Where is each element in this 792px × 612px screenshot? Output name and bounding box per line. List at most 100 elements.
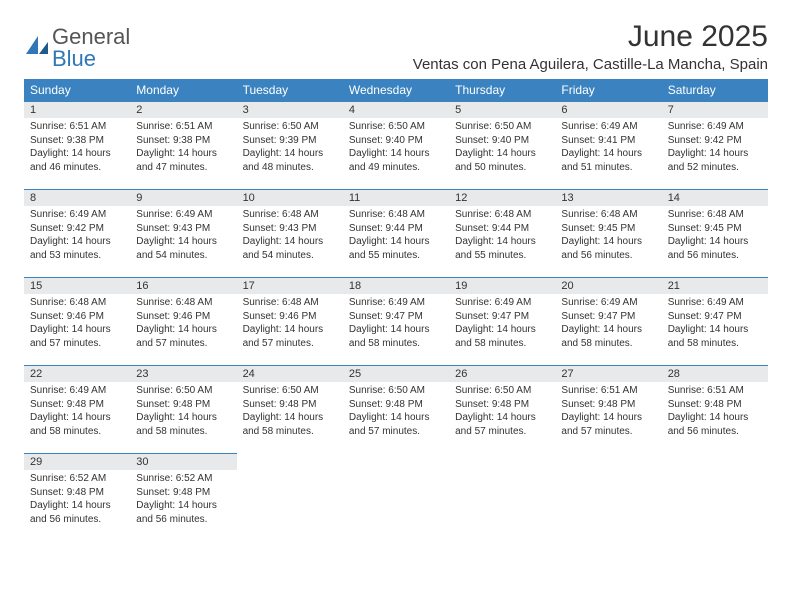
- day-line-d2: and 58 minutes.: [30, 425, 124, 439]
- calendar-day-cell: 8Sunrise: 6:49 AMSunset: 9:42 PMDaylight…: [24, 190, 130, 278]
- day-line-ss: Sunset: 9:48 PM: [30, 486, 124, 500]
- day-details: Sunrise: 6:48 AMSunset: 9:44 PMDaylight:…: [449, 206, 555, 266]
- day-line-d1: Daylight: 14 hours: [136, 499, 230, 513]
- day-line-d1: Daylight: 14 hours: [455, 323, 549, 337]
- calendar-day-cell: 22Sunrise: 6:49 AMSunset: 9:48 PMDayligh…: [24, 366, 130, 454]
- day-number: 25: [343, 366, 449, 382]
- day-line-d1: Daylight: 14 hours: [455, 411, 549, 425]
- day-details: Sunrise: 6:49 AMSunset: 9:47 PMDaylight:…: [555, 294, 661, 354]
- day-line-ss: Sunset: 9:38 PM: [136, 134, 230, 148]
- day-line-sr: Sunrise: 6:51 AM: [30, 120, 124, 134]
- day-line-ss: Sunset: 9:42 PM: [30, 222, 124, 236]
- day-line-d1: Daylight: 14 hours: [243, 323, 337, 337]
- day-line-ss: Sunset: 9:48 PM: [136, 486, 230, 500]
- day-line-d1: Daylight: 14 hours: [30, 323, 124, 337]
- day-line-d1: Daylight: 14 hours: [455, 147, 549, 161]
- day-line-sr: Sunrise: 6:50 AM: [243, 120, 337, 134]
- day-details: Sunrise: 6:52 AMSunset: 9:48 PMDaylight:…: [130, 470, 236, 530]
- calendar-day-cell: 7Sunrise: 6:49 AMSunset: 9:42 PMDaylight…: [662, 102, 768, 190]
- calendar-day-cell: 20Sunrise: 6:49 AMSunset: 9:47 PMDayligh…: [555, 278, 661, 366]
- day-details: Sunrise: 6:50 AMSunset: 9:40 PMDaylight:…: [449, 118, 555, 178]
- day-line-d2: and 58 minutes.: [243, 425, 337, 439]
- day-line-sr: Sunrise: 6:49 AM: [561, 120, 655, 134]
- calendar-day-cell: 4Sunrise: 6:50 AMSunset: 9:40 PMDaylight…: [343, 102, 449, 190]
- day-line-d1: Daylight: 14 hours: [243, 411, 337, 425]
- day-line-sr: Sunrise: 6:49 AM: [349, 296, 443, 310]
- day-details: Sunrise: 6:49 AMSunset: 9:47 PMDaylight:…: [662, 294, 768, 354]
- day-line-sr: Sunrise: 6:48 AM: [455, 208, 549, 222]
- day-line-sr: Sunrise: 6:52 AM: [30, 472, 124, 486]
- day-number: 15: [24, 278, 130, 294]
- day-number: 20: [555, 278, 661, 294]
- day-details: Sunrise: 6:48 AMSunset: 9:46 PMDaylight:…: [237, 294, 343, 354]
- day-line-sr: Sunrise: 6:48 AM: [561, 208, 655, 222]
- day-line-ss: Sunset: 9:48 PM: [561, 398, 655, 412]
- day-line-sr: Sunrise: 6:50 AM: [136, 384, 230, 398]
- day-line-ss: Sunset: 9:39 PM: [243, 134, 337, 148]
- day-details: Sunrise: 6:50 AMSunset: 9:39 PMDaylight:…: [237, 118, 343, 178]
- day-line-d2: and 57 minutes.: [30, 337, 124, 351]
- day-details: Sunrise: 6:49 AMSunset: 9:47 PMDaylight:…: [343, 294, 449, 354]
- calendar-body: 1Sunrise: 6:51 AMSunset: 9:38 PMDaylight…: [24, 102, 768, 542]
- day-number: 29: [24, 454, 130, 470]
- day-line-ss: Sunset: 9:40 PM: [349, 134, 443, 148]
- calendar-day-cell: 10Sunrise: 6:48 AMSunset: 9:43 PMDayligh…: [237, 190, 343, 278]
- calendar-day-cell: 26Sunrise: 6:50 AMSunset: 9:48 PMDayligh…: [449, 366, 555, 454]
- day-details: Sunrise: 6:50 AMSunset: 9:48 PMDaylight:…: [449, 382, 555, 442]
- day-line-sr: Sunrise: 6:50 AM: [349, 384, 443, 398]
- day-line-ss: Sunset: 9:45 PM: [668, 222, 762, 236]
- day-line-d1: Daylight: 14 hours: [668, 323, 762, 337]
- day-line-d1: Daylight: 14 hours: [455, 235, 549, 249]
- day-line-d2: and 57 minutes.: [243, 337, 337, 351]
- day-number: 3: [237, 102, 343, 118]
- day-line-d2: and 48 minutes.: [243, 161, 337, 175]
- day-line-d2: and 58 minutes.: [561, 337, 655, 351]
- day-details: Sunrise: 6:49 AMSunset: 9:43 PMDaylight:…: [130, 206, 236, 266]
- logo-sail-icon: [24, 34, 50, 63]
- calendar-day-cell: 21Sunrise: 6:49 AMSunset: 9:47 PMDayligh…: [662, 278, 768, 366]
- title-block: June 2025 Ventas con Pena Aguilera, Cast…: [413, 20, 768, 73]
- day-line-d2: and 58 minutes.: [455, 337, 549, 351]
- day-number: 26: [449, 366, 555, 382]
- weekday-header: Sunday: [24, 79, 130, 102]
- day-line-sr: Sunrise: 6:49 AM: [30, 384, 124, 398]
- day-line-d1: Daylight: 14 hours: [30, 499, 124, 513]
- month-title: June 2025: [413, 20, 768, 54]
- calendar-day-cell: 11Sunrise: 6:48 AMSunset: 9:44 PMDayligh…: [343, 190, 449, 278]
- day-line-sr: Sunrise: 6:50 AM: [349, 120, 443, 134]
- calendar-day-cell: 2Sunrise: 6:51 AMSunset: 9:38 PMDaylight…: [130, 102, 236, 190]
- weekday-header: Tuesday: [237, 79, 343, 102]
- calendar-empty-cell: [662, 454, 768, 542]
- day-line-d2: and 46 minutes.: [30, 161, 124, 175]
- day-line-d2: and 58 minutes.: [136, 425, 230, 439]
- day-details: Sunrise: 6:48 AMSunset: 9:44 PMDaylight:…: [343, 206, 449, 266]
- day-line-ss: Sunset: 9:47 PM: [349, 310, 443, 324]
- calendar-day-cell: 25Sunrise: 6:50 AMSunset: 9:48 PMDayligh…: [343, 366, 449, 454]
- weekday-header: Wednesday: [343, 79, 449, 102]
- day-line-d2: and 56 minutes.: [561, 249, 655, 263]
- calendar-table: SundayMondayTuesdayWednesdayThursdayFrid…: [24, 79, 768, 542]
- day-line-sr: Sunrise: 6:50 AM: [455, 384, 549, 398]
- day-line-ss: Sunset: 9:40 PM: [455, 134, 549, 148]
- day-line-ss: Sunset: 9:38 PM: [30, 134, 124, 148]
- day-line-sr: Sunrise: 6:50 AM: [243, 384, 337, 398]
- day-line-d2: and 54 minutes.: [136, 249, 230, 263]
- calendar-day-cell: 1Sunrise: 6:51 AMSunset: 9:38 PMDaylight…: [24, 102, 130, 190]
- day-line-sr: Sunrise: 6:50 AM: [455, 120, 549, 134]
- calendar-week: 22Sunrise: 6:49 AMSunset: 9:48 PMDayligh…: [24, 366, 768, 454]
- day-line-d2: and 57 minutes.: [561, 425, 655, 439]
- day-line-ss: Sunset: 9:43 PM: [136, 222, 230, 236]
- day-line-d1: Daylight: 14 hours: [349, 323, 443, 337]
- day-line-ss: Sunset: 9:48 PM: [30, 398, 124, 412]
- day-line-d1: Daylight: 14 hours: [136, 323, 230, 337]
- day-line-sr: Sunrise: 6:48 AM: [668, 208, 762, 222]
- day-line-ss: Sunset: 9:44 PM: [349, 222, 443, 236]
- day-line-d1: Daylight: 14 hours: [668, 147, 762, 161]
- day-details: Sunrise: 6:48 AMSunset: 9:45 PMDaylight:…: [555, 206, 661, 266]
- calendar-week: 8Sunrise: 6:49 AMSunset: 9:42 PMDaylight…: [24, 190, 768, 278]
- day-line-sr: Sunrise: 6:49 AM: [668, 120, 762, 134]
- day-number: 23: [130, 366, 236, 382]
- calendar-day-cell: 29 Sunrise: 6:52 AMSunset: 9:48 PMDayligh…: [24, 454, 130, 542]
- day-number: 11: [343, 190, 449, 206]
- day-details: Sunrise: 6:50 AMSunset: 9:48 PMDaylight:…: [343, 382, 449, 442]
